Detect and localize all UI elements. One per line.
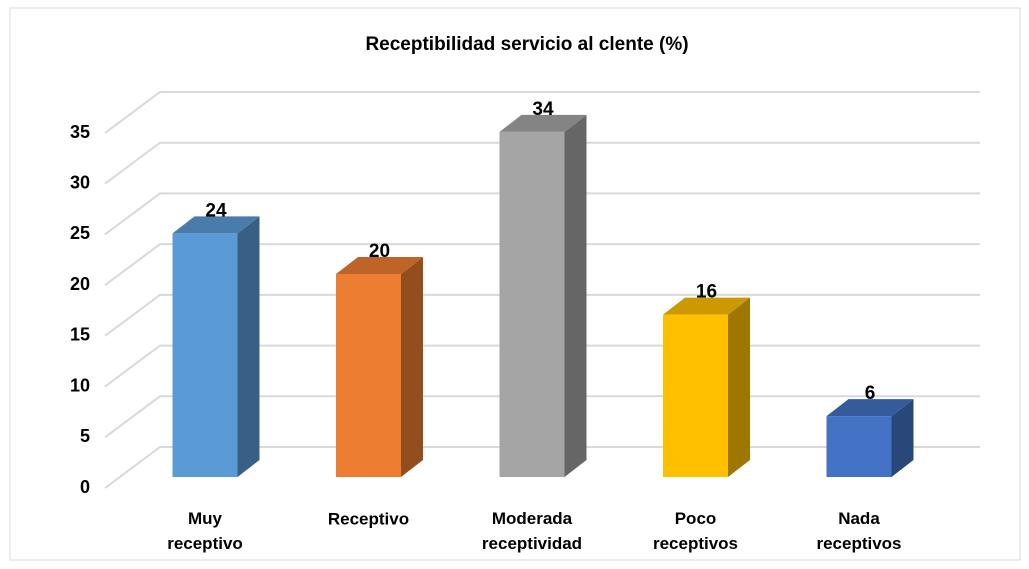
bar [336, 257, 423, 477]
chart-title: Receptibilidad servicio al clente (%) [365, 34, 688, 55]
x-tick-line: Muy [188, 509, 223, 528]
y-tick-label: 15 [70, 325, 90, 345]
x-tick-line: receptivo [167, 534, 243, 553]
y-tick-label: 20 [70, 274, 90, 294]
grid-line [104, 141, 980, 185]
grid-line [104, 91, 980, 134]
bar-top [172, 216, 260, 234]
x-tick-line: receptivos [653, 534, 738, 553]
data-label: 20 [369, 241, 390, 262]
bar-side [401, 257, 423, 477]
y-tick-label: 30 [70, 172, 90, 192]
bar-side [564, 114, 587, 478]
x-tick-line: Nada [838, 509, 880, 528]
x-tick-line: receptividad [482, 534, 582, 553]
bar-top [663, 297, 750, 315]
bar-side [891, 399, 914, 477]
y-tick-label: 35 [70, 122, 90, 142]
bar-side [728, 297, 750, 477]
bar-top [826, 399, 914, 417]
data-label: 24 [205, 200, 227, 221]
data-label: 34 [532, 99, 554, 120]
bar-side [237, 216, 260, 477]
x-tick-label: Nada receptivos [816, 509, 901, 553]
grid-line [104, 192, 980, 236]
bar-front [499, 131, 565, 477]
y-tick-label: 5 [80, 426, 90, 446]
bar-front [172, 233, 238, 477]
y-tick-label: 10 [70, 375, 90, 395]
data-label: 16 [696, 282, 717, 303]
x-tick-line: Moderada [492, 509, 573, 528]
x-tick-line: Poco [675, 509, 717, 528]
x-tick-label: Receptivo [328, 509, 409, 528]
bar-front [663, 314, 728, 477]
bar [826, 399, 914, 477]
bar-front [336, 274, 401, 477]
bar-top [336, 257, 423, 274]
bar-top [499, 114, 587, 132]
y-tick-label: 25 [70, 223, 90, 243]
x-tick-line: receptivos [816, 534, 901, 553]
bar-front [826, 416, 892, 477]
x-tick-label: Moderada receptividad [482, 509, 582, 553]
y-tick-label: 0 [80, 477, 90, 497]
data-label: 6 [865, 383, 876, 404]
bar [172, 216, 260, 477]
bar [499, 114, 587, 478]
grid-line [104, 293, 980, 337]
x-tick-label: Poco receptivos [653, 509, 738, 553]
grid-line [104, 243, 980, 286]
x-tick-label: Muy receptivo [167, 509, 243, 553]
bar [663, 297, 750, 477]
